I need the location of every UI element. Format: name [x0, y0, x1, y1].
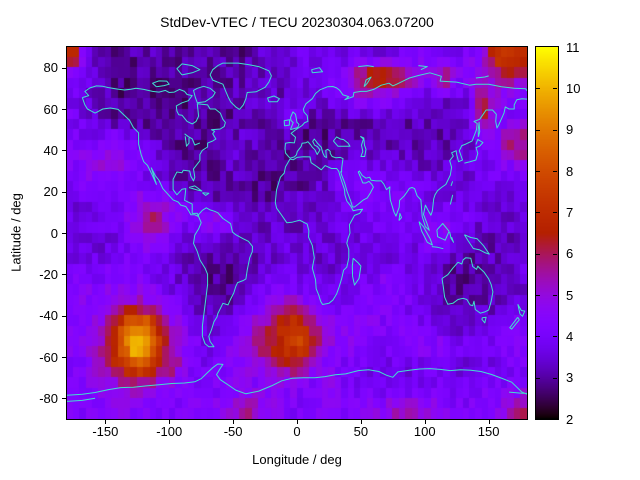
tick-mark: [62, 316, 66, 317]
x-axis-title: Longitude / deg: [252, 452, 342, 467]
colorbar-tick-label: 8: [566, 163, 574, 179]
coastline-overlay: [67, 62, 527, 402]
tick-mark: [536, 88, 540, 89]
tick-mark: [536, 336, 540, 337]
x-tick-label: -50: [223, 424, 243, 439]
y-tick-label: 0: [50, 225, 58, 241]
tick-mark: [62, 150, 66, 151]
y-tick-label: 80: [43, 60, 58, 76]
tick-mark: [536, 212, 540, 213]
tick-mark: [62, 68, 66, 69]
y-tick-label: -20: [39, 266, 58, 282]
tick-mark: [553, 130, 557, 131]
tick-mark: [297, 420, 298, 424]
x-tick-label: -100: [156, 424, 183, 439]
tick-mark: [62, 274, 66, 275]
colorbar-tick-label: 6: [566, 246, 574, 262]
tick-mark: [536, 171, 540, 172]
tick-mark: [536, 378, 540, 379]
x-tick-label: 150: [477, 424, 500, 439]
tick-mark: [536, 130, 540, 131]
y-tick-label: 20: [43, 184, 58, 200]
tick-mark: [105, 420, 106, 424]
x-tick-label: -150: [92, 424, 119, 439]
tick-mark: [553, 378, 557, 379]
colorbar-canvas: [536, 47, 558, 419]
map-plot-area: [66, 46, 528, 420]
coastline-path: [67, 62, 527, 402]
tick-mark: [536, 254, 540, 255]
colorbar-tick-label: 11: [566, 39, 580, 55]
tick-mark: [169, 420, 170, 424]
y-tick-label: -60: [39, 349, 58, 365]
colorbar-tick-label: 9: [566, 122, 574, 138]
tick-mark: [425, 420, 426, 424]
tick-mark: [233, 420, 234, 424]
tick-mark: [553, 336, 557, 337]
tick-mark: [62, 109, 66, 110]
tick-mark: [62, 398, 66, 399]
tick-mark: [536, 295, 540, 296]
colorbar-tick-label: 2: [566, 411, 574, 427]
tick-mark: [489, 420, 490, 424]
y-tick-label: 40: [43, 142, 58, 158]
colorbar: [535, 46, 559, 420]
x-tick-label: 50: [353, 424, 369, 439]
tick-mark: [553, 212, 557, 213]
tick-mark: [553, 88, 557, 89]
colorbar-tick-label: 3: [566, 370, 574, 386]
tick-mark: [361, 420, 362, 424]
tick-mark: [62, 192, 66, 193]
chart-title: StdDev-VTEC / TECU 20230304.063.07200: [160, 14, 434, 30]
colorbar-tick-label: 10: [566, 80, 581, 96]
y-tick-label: -40: [39, 308, 58, 324]
y-tick-label: 60: [43, 101, 58, 117]
tick-mark: [553, 295, 557, 296]
tick-mark: [62, 357, 66, 358]
colorbar-tick-label: 5: [566, 287, 574, 303]
tick-mark: [553, 171, 557, 172]
colorbar-tick-label: 4: [566, 328, 574, 344]
y-tick-label: -80: [39, 390, 58, 406]
colorbar-tick-label: 7: [566, 204, 574, 220]
tick-mark: [62, 233, 66, 234]
tick-mark: [553, 254, 557, 255]
x-tick-label: 0: [293, 424, 301, 439]
x-tick-label: 100: [413, 424, 436, 439]
